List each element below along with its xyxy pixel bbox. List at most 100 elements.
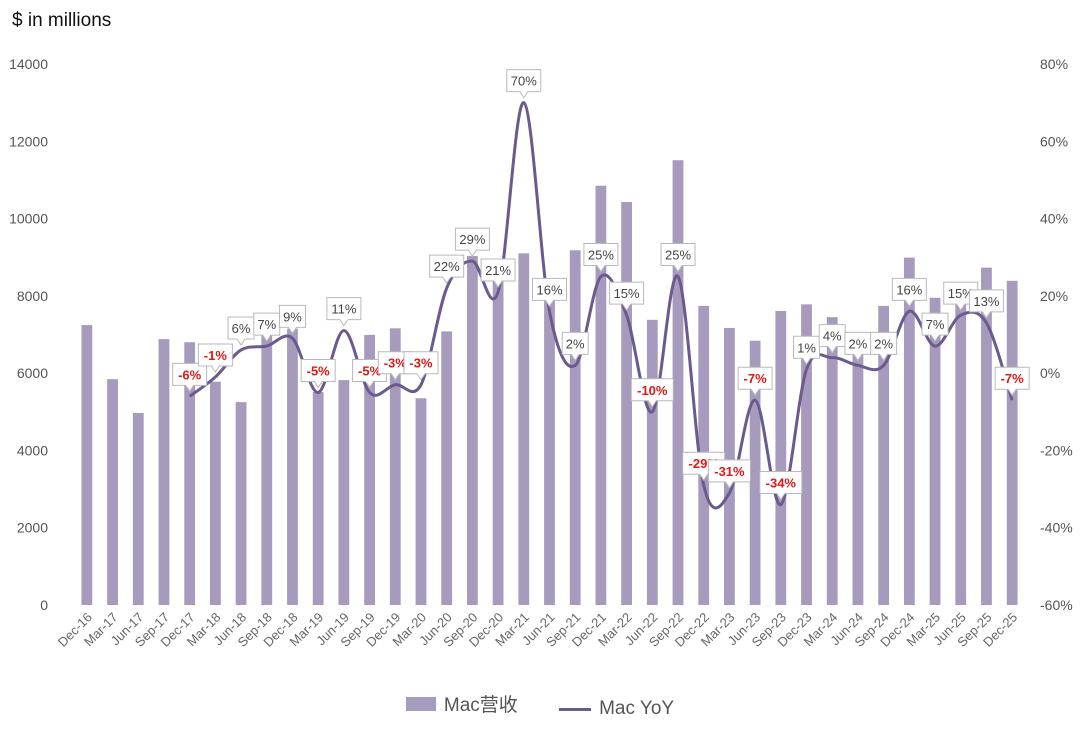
legend-label-line: Mac YoY <box>599 698 675 719</box>
data-label-box <box>737 366 773 397</box>
bar <box>518 253 530 605</box>
bar <box>903 257 915 605</box>
bar <box>261 323 273 605</box>
data-label: 1% <box>797 340 816 355</box>
data-label: -3% <box>409 356 433 371</box>
right-tick-label: 20% <box>1040 288 1068 304</box>
left-tick-label: 8000 <box>17 288 48 304</box>
right-tick-label: 40% <box>1040 211 1068 227</box>
data-label-box <box>403 351 439 381</box>
data-label: -3% <box>384 356 408 371</box>
bar <box>81 325 93 605</box>
data-label: 15% <box>948 286 974 301</box>
data-label-box <box>707 459 751 489</box>
bar <box>929 297 941 605</box>
bar <box>235 402 247 605</box>
bar <box>775 310 787 605</box>
data-label: -7% <box>1001 371 1025 386</box>
bar <box>441 331 453 605</box>
right-tick-label: 60% <box>1040 133 1068 149</box>
legend-item-bar: Mac营收 <box>405 690 518 717</box>
data-label: -6% <box>178 367 202 382</box>
bar <box>595 185 607 605</box>
data-label-box <box>968 289 1004 319</box>
data-label: 22% <box>434 259 460 274</box>
bar <box>878 305 890 605</box>
legend-item-line: Mac YoY <box>559 698 674 720</box>
bar <box>981 267 992 605</box>
bar <box>338 380 350 605</box>
bar <box>569 250 581 605</box>
data-label-box <box>630 378 674 408</box>
data-label-box <box>818 324 846 354</box>
bar <box>107 379 118 605</box>
bar <box>415 398 427 605</box>
data-label: 7% <box>257 317 276 332</box>
yoy-line <box>188 101 1014 510</box>
bar <box>287 328 298 605</box>
bar <box>646 319 658 605</box>
data-label: -5% <box>307 363 331 378</box>
legend-line-swatch <box>559 707 592 711</box>
data-label-box <box>278 304 306 335</box>
data-label-box <box>300 358 336 389</box>
data-label-box <box>583 243 619 273</box>
data-label: -10% <box>637 383 668 398</box>
data-label: -7% <box>744 371 768 386</box>
data-label: 2% <box>566 336 585 351</box>
left-tick-label: 4000 <box>17 442 48 458</box>
data-label: 25% <box>665 248 691 263</box>
bar <box>826 317 838 605</box>
data-label: 16% <box>896 282 922 297</box>
data-label: -34% <box>766 476 797 491</box>
data-label: 13% <box>973 294 999 309</box>
data-label-box <box>506 69 542 99</box>
data-label: 29% <box>459 232 485 247</box>
data-label: -31% <box>714 464 745 479</box>
left-tick-label: 14000 <box>9 56 48 72</box>
data-label: 16% <box>536 282 562 297</box>
data-label: 21% <box>485 263 511 278</box>
data-label-box <box>994 366 1030 397</box>
data-label-box <box>921 312 949 342</box>
data-label: -5% <box>358 363 382 378</box>
right-tick-label: -20% <box>1040 442 1073 458</box>
bar <box>621 201 633 605</box>
right-tick-label: -60% <box>1040 597 1073 613</box>
unit-label: $ in millions <box>12 10 112 31</box>
legend: Mac营收 Mac YoY <box>0 690 1080 720</box>
data-label-box <box>609 281 645 312</box>
bar <box>852 334 864 605</box>
data-label-box <box>660 243 696 273</box>
right-tick-label: 80% <box>1040 56 1068 72</box>
data-label-box <box>759 471 803 501</box>
data-label-box <box>172 362 208 393</box>
data-label-box <box>870 331 898 362</box>
data-label-box <box>326 297 362 327</box>
data-label: 11% <box>331 302 356 317</box>
data-label-box <box>429 254 465 285</box>
data-label: 7% <box>926 317 945 332</box>
bar <box>466 256 478 605</box>
data-label: -1% <box>204 348 228 363</box>
data-label-box <box>480 258 516 288</box>
left-tick-label: 0 <box>40 597 48 613</box>
data-label-box <box>197 343 233 373</box>
data-label: 6% <box>232 321 251 336</box>
bar <box>544 286 555 605</box>
data-label: 9% <box>283 309 302 324</box>
left-tick-label: 6000 <box>17 365 48 381</box>
data-label-box <box>891 277 927 308</box>
right-tick-label: -40% <box>1040 520 1073 536</box>
bar <box>1006 280 1018 605</box>
left-tick-label: 10000 <box>9 211 48 227</box>
bar <box>364 334 375 605</box>
bar <box>209 381 221 605</box>
bar <box>389 328 401 605</box>
bar <box>312 392 324 605</box>
bar <box>801 304 812 605</box>
legend-bar-swatch <box>405 696 436 711</box>
legend-label-bar: Mac营收 <box>443 695 518 716</box>
